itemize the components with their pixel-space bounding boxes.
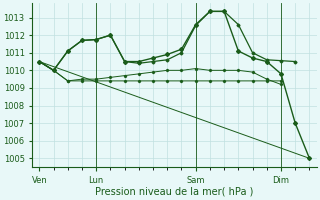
- X-axis label: Pression niveau de la mer( hPa ): Pression niveau de la mer( hPa ): [95, 187, 253, 197]
